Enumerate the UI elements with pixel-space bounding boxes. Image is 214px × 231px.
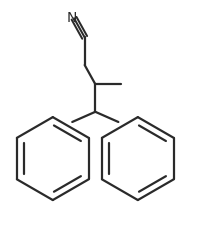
Text: N: N: [67, 11, 77, 25]
